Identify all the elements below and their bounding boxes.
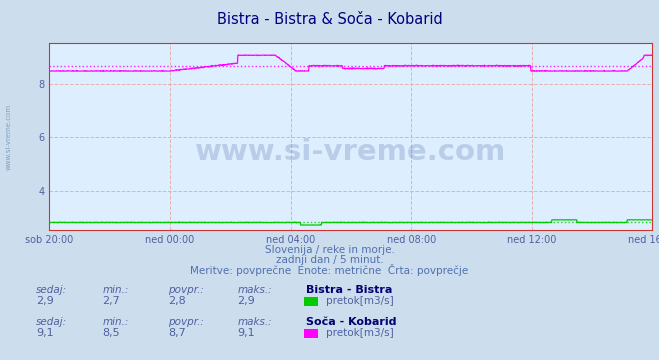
Text: 8,5: 8,5 — [102, 328, 120, 338]
Text: 2,9: 2,9 — [237, 296, 255, 306]
Text: povpr.:: povpr.: — [168, 317, 204, 327]
Text: min.:: min.: — [102, 317, 129, 327]
Text: www.si-vreme.com: www.si-vreme.com — [5, 104, 12, 170]
Text: 8,7: 8,7 — [168, 328, 186, 338]
Text: Bistra - Bistra: Bistra - Bistra — [306, 285, 393, 295]
Text: Slovenija / reke in morje.: Slovenija / reke in morje. — [264, 245, 395, 255]
Text: Meritve: povprečne  Enote: metrične  Črta: povprečje: Meritve: povprečne Enote: metrične Črta:… — [190, 264, 469, 276]
Text: pretok[m3/s]: pretok[m3/s] — [326, 296, 394, 306]
Text: sedaj:: sedaj: — [36, 317, 67, 327]
Text: maks.:: maks.: — [237, 317, 272, 327]
Text: 2,8: 2,8 — [168, 296, 186, 306]
Text: maks.:: maks.: — [237, 285, 272, 295]
Text: pretok[m3/s]: pretok[m3/s] — [326, 328, 394, 338]
Text: sedaj:: sedaj: — [36, 285, 67, 295]
Text: 2,7: 2,7 — [102, 296, 120, 306]
Text: 9,1: 9,1 — [36, 328, 54, 338]
Text: zadnji dan / 5 minut.: zadnji dan / 5 minut. — [275, 255, 384, 265]
Text: Soča - Kobarid: Soča - Kobarid — [306, 317, 397, 327]
Text: 9,1: 9,1 — [237, 328, 255, 338]
Text: Bistra - Bistra & Soča - Kobarid: Bistra - Bistra & Soča - Kobarid — [217, 12, 442, 27]
Text: min.:: min.: — [102, 285, 129, 295]
Text: 2,9: 2,9 — [36, 296, 54, 306]
Text: povpr.:: povpr.: — [168, 285, 204, 295]
Text: www.si-vreme.com: www.si-vreme.com — [195, 138, 507, 166]
